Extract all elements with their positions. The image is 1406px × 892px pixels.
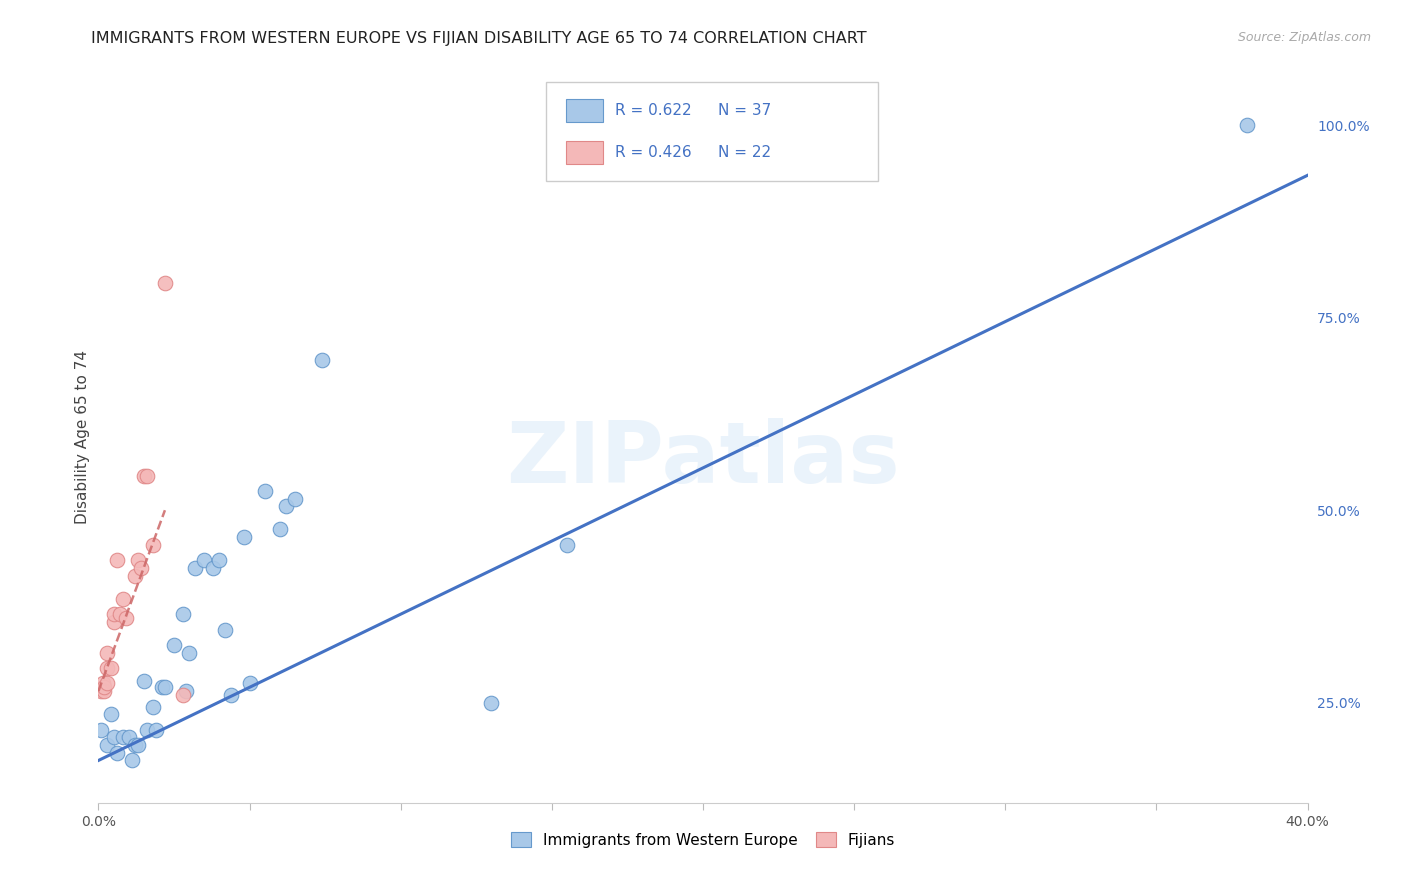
Point xyxy=(174,684,197,698)
Point xyxy=(127,738,149,752)
Point xyxy=(269,523,291,537)
Point xyxy=(91,676,114,690)
Point xyxy=(124,568,146,582)
Point xyxy=(118,731,141,745)
Point xyxy=(202,561,225,575)
Text: Source: ZipAtlas.com: Source: ZipAtlas.com xyxy=(1237,31,1371,45)
Point xyxy=(153,681,176,695)
Point xyxy=(311,353,333,368)
Point xyxy=(132,674,155,689)
Point xyxy=(172,607,194,622)
Point xyxy=(274,500,297,514)
Point xyxy=(193,553,215,567)
Point xyxy=(208,553,231,567)
Point xyxy=(132,468,155,483)
Point xyxy=(1236,118,1258,132)
Point xyxy=(124,738,146,752)
Point xyxy=(163,638,186,652)
Point xyxy=(142,538,165,552)
Point xyxy=(103,615,125,629)
Point xyxy=(481,696,503,710)
Point xyxy=(96,661,118,675)
Point xyxy=(555,538,578,552)
Y-axis label: Disability Age 65 to 74: Disability Age 65 to 74 xyxy=(75,350,90,524)
Point xyxy=(172,688,194,702)
Point xyxy=(96,676,118,690)
Point xyxy=(114,611,136,625)
FancyBboxPatch shape xyxy=(567,141,603,164)
Point xyxy=(232,530,254,544)
Point xyxy=(96,646,118,660)
Point xyxy=(284,491,307,506)
Text: IMMIGRANTS FROM WESTERN EUROPE VS FIJIAN DISABILITY AGE 65 TO 74 CORRELATION CHA: IMMIGRANTS FROM WESTERN EUROPE VS FIJIAN… xyxy=(91,31,868,46)
Point xyxy=(105,553,128,567)
Point xyxy=(103,731,125,745)
Text: R = 0.622: R = 0.622 xyxy=(614,103,692,118)
Point xyxy=(96,738,118,752)
Point xyxy=(631,153,654,167)
Point xyxy=(150,681,173,695)
Point xyxy=(253,483,276,498)
Legend: Immigrants from Western Europe, Fijians: Immigrants from Western Europe, Fijians xyxy=(505,826,901,854)
Point xyxy=(108,607,131,622)
Point xyxy=(121,754,143,768)
Point xyxy=(90,723,112,737)
Point xyxy=(100,707,122,722)
Point xyxy=(90,684,112,698)
Point xyxy=(93,681,115,695)
Point xyxy=(153,276,176,290)
Point xyxy=(239,676,262,690)
Point xyxy=(145,723,167,737)
FancyBboxPatch shape xyxy=(546,82,879,181)
FancyBboxPatch shape xyxy=(567,99,603,122)
Point xyxy=(127,553,149,567)
Point xyxy=(135,723,157,737)
Point xyxy=(135,468,157,483)
Point xyxy=(142,699,165,714)
Point xyxy=(184,561,207,575)
Point xyxy=(93,684,115,698)
Point xyxy=(221,688,243,702)
Point xyxy=(111,591,134,606)
Point xyxy=(214,623,236,637)
Text: ZIPatlas: ZIPatlas xyxy=(506,417,900,500)
Text: N = 37: N = 37 xyxy=(717,103,770,118)
Text: R = 0.426: R = 0.426 xyxy=(614,145,692,161)
Text: N = 22: N = 22 xyxy=(717,145,770,161)
Point xyxy=(111,731,134,745)
Point xyxy=(100,661,122,675)
Point xyxy=(103,607,125,622)
Point xyxy=(105,746,128,760)
Point xyxy=(129,561,152,575)
Point xyxy=(179,646,201,660)
